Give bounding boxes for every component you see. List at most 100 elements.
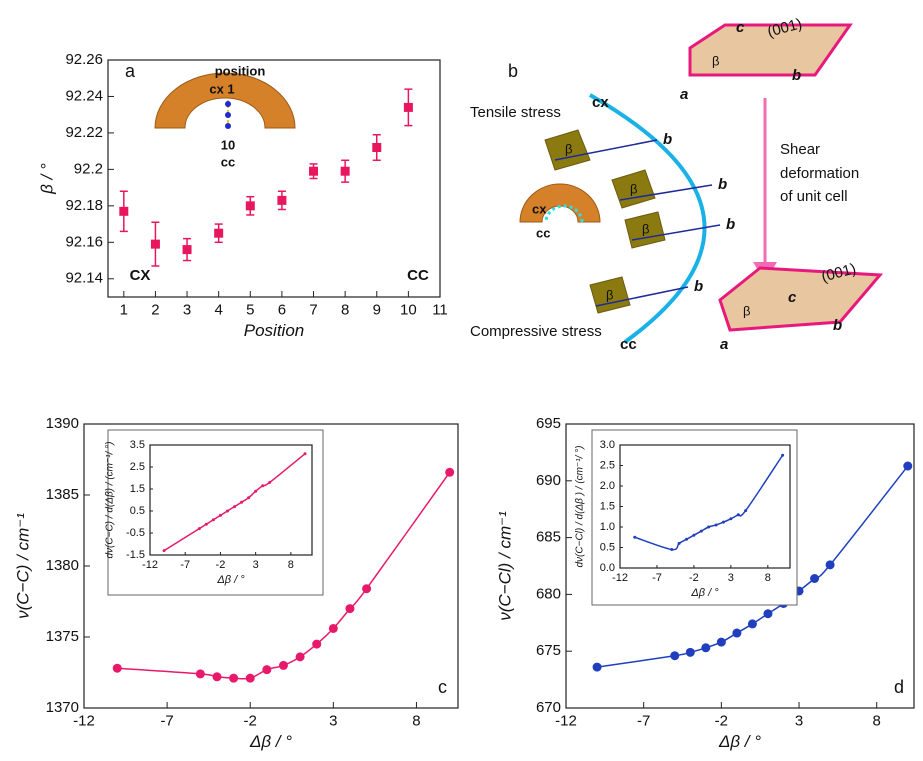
panel-label: d — [894, 677, 904, 697]
y-tick-label: 690 — [536, 472, 561, 489]
point — [737, 513, 740, 516]
annotation: position — [215, 63, 266, 78]
x-tick-label: 6 — [278, 301, 286, 318]
shear-text: deformation — [780, 165, 859, 182]
point — [254, 490, 257, 493]
y-tick-label: 3.0 — [600, 439, 615, 451]
point — [205, 523, 208, 526]
panel-label: c — [438, 677, 447, 697]
x-tick-label: -2 — [689, 572, 699, 584]
annotation: cx 1 — [209, 81, 234, 96]
point — [198, 527, 201, 530]
x-tick-label: -7 — [652, 572, 662, 584]
point — [678, 542, 681, 545]
point — [685, 538, 688, 541]
y-tick-label: 1.0 — [600, 521, 615, 533]
x-tick-label: 1 — [120, 301, 128, 318]
y-tick-label: -0.5 — [126, 527, 145, 539]
shear-text: of unit cell — [780, 188, 848, 205]
y-tick-label: 1375 — [46, 628, 79, 645]
point — [279, 661, 288, 670]
crystal-label: cx — [532, 201, 547, 216]
y-tick-label: 1385 — [46, 486, 79, 503]
point — [262, 665, 271, 674]
x-tick-label: 8 — [341, 301, 349, 318]
x-tick-label: 8 — [288, 559, 294, 571]
point — [268, 481, 271, 484]
y-axis-label: ν(C−Cl) / cm⁻¹ — [495, 511, 514, 621]
point — [732, 629, 741, 638]
y-tick-label: 0.5 — [130, 505, 145, 517]
x-tick-label: 10 — [400, 301, 417, 318]
angle-label: β — [743, 303, 750, 318]
point — [303, 452, 306, 455]
axis-label: c — [736, 19, 745, 36]
point — [701, 643, 710, 652]
x-tick-label: 11 — [432, 301, 448, 318]
x-tick-label: -2 — [216, 559, 226, 571]
axis-label: b — [694, 278, 703, 295]
y-tick-label: 2.5 — [600, 459, 615, 471]
y-tick-label: 2.5 — [130, 461, 145, 473]
point — [233, 505, 236, 508]
x-tick-label: -12 — [555, 712, 577, 729]
annotation: CC — [407, 267, 429, 284]
x-tick-label: 3 — [253, 559, 259, 571]
angle-label: β — [565, 141, 572, 156]
axis-label: b — [718, 176, 727, 193]
stress-end: cx — [592, 94, 609, 111]
y-tick-label: 680 — [536, 585, 561, 602]
y-tick-label: 685 — [536, 529, 561, 546]
point — [296, 652, 305, 661]
x-tick-label: 3 — [183, 301, 191, 318]
point — [404, 103, 413, 112]
point — [341, 167, 350, 176]
point — [372, 143, 381, 152]
x-axis-label: Δβ / ° — [249, 732, 292, 751]
y-tick-label: 3.5 — [130, 439, 145, 451]
y-tick-label: 0.5 — [600, 541, 615, 553]
x-tick-label: -12 — [73, 712, 95, 729]
x-axis-label: Position — [244, 321, 304, 340]
point — [119, 207, 128, 216]
point — [226, 510, 229, 513]
x-tick-label: 3 — [329, 712, 337, 729]
shear-text: Shear — [780, 141, 820, 158]
point — [445, 468, 454, 477]
axis-label: c — [788, 289, 797, 306]
y-tick-label: 1380 — [46, 557, 79, 574]
y-tick-label: 92.18 — [65, 197, 103, 214]
x-tick-label: 8 — [873, 712, 881, 729]
x-axis-label: Δβ / ° — [718, 732, 761, 751]
angle-label: β — [642, 221, 649, 236]
y-axis-label: ν(C−C) / cm⁻¹ — [13, 513, 32, 619]
point — [309, 167, 318, 176]
y-axis-label: β / ° — [37, 163, 56, 195]
x-tick-label: -12 — [142, 559, 158, 571]
point — [670, 651, 679, 660]
axis-label: b — [726, 216, 735, 233]
point — [113, 664, 122, 673]
point — [748, 619, 757, 628]
y-tick-label: 675 — [536, 642, 561, 659]
point — [729, 517, 732, 520]
position-dot — [225, 112, 231, 118]
point — [240, 501, 243, 504]
y-tick-label: 92.22 — [65, 124, 103, 141]
page: {"chart_data": [ {"type": "scatter", "la… — [0, 0, 923, 761]
angle-label: β — [630, 181, 637, 196]
point — [277, 196, 286, 205]
point — [717, 638, 726, 647]
y-tick-label: 92.14 — [65, 270, 103, 287]
y-tick-label: 92.2 — [74, 160, 103, 177]
point — [214, 229, 223, 238]
x-tick-label: 9 — [373, 301, 381, 318]
x-tick-label: -2 — [244, 712, 257, 729]
y-tick-label: 92.16 — [65, 233, 103, 250]
position-dot — [225, 123, 231, 129]
stress-end: cc — [620, 336, 637, 353]
point — [903, 462, 912, 471]
point — [593, 663, 602, 672]
point — [261, 484, 264, 487]
figure: 92.1492.1692.1892.292.2292.2492.26123456… — [0, 0, 923, 761]
